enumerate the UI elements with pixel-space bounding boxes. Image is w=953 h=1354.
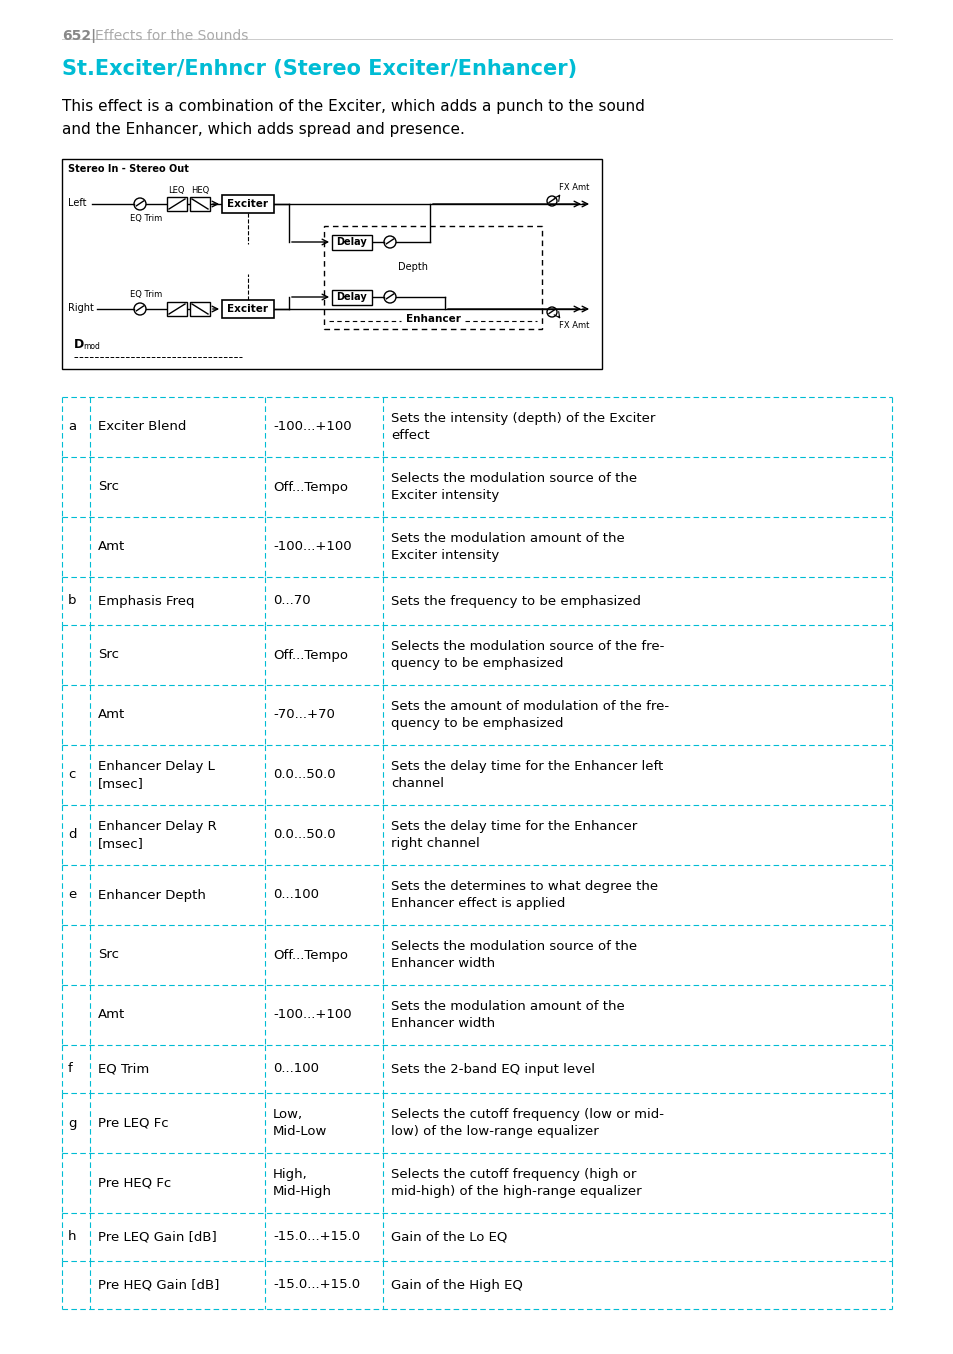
Bar: [222, 301, 274, 318]
Text: Selects the cutoff frequency (high or
mid-high) of the high-range equalizer: Selects the cutoff frequency (high or mi…: [391, 1169, 641, 1198]
Text: Effects for the Sounds: Effects for the Sounds: [95, 28, 248, 43]
Text: EQ Trim: EQ Trim: [98, 1063, 149, 1075]
Text: D: D: [74, 338, 84, 351]
Text: Right: Right: [68, 303, 93, 313]
Text: High,
Mid-High: High, Mid-High: [273, 1169, 332, 1198]
Text: Pre HEQ Gain [dB]: Pre HEQ Gain [dB]: [98, 1278, 219, 1292]
Text: b: b: [68, 594, 76, 608]
Text: Gain of the Lo EQ: Gain of the Lo EQ: [391, 1231, 507, 1243]
Text: Src: Src: [98, 481, 119, 493]
Text: 0...70: 0...70: [273, 594, 311, 608]
Text: Src: Src: [98, 949, 119, 961]
Text: 0.0...50.0: 0.0...50.0: [273, 769, 335, 781]
Text: Sets the modulation amount of the
Exciter intensity: Sets the modulation amount of the Excite…: [391, 532, 624, 562]
Text: -100...+100: -100...+100: [273, 540, 352, 554]
Text: Off...Tempo: Off...Tempo: [273, 481, 348, 493]
Text: f: f: [68, 1063, 72, 1075]
Bar: [62, 158, 601, 370]
Text: Enhancer Delay L
[msec]: Enhancer Delay L [msec]: [98, 760, 214, 789]
Text: d: d: [68, 829, 76, 841]
Text: Exciter: Exciter: [227, 199, 268, 209]
Text: FX Amt: FX Amt: [558, 321, 589, 330]
Text: Pre HEQ Fc: Pre HEQ Fc: [98, 1177, 172, 1190]
Text: Selects the modulation source of the
Enhancer width: Selects the modulation source of the Enh…: [391, 940, 637, 969]
Text: c: c: [68, 769, 75, 781]
Text: Src: Src: [98, 649, 119, 662]
Text: Exciter Blend: Exciter Blend: [98, 421, 186, 433]
Text: Exciter: Exciter: [227, 305, 268, 314]
Bar: [332, 234, 372, 249]
Text: Sets the delay time for the Enhancer left
channel: Sets the delay time for the Enhancer lef…: [391, 760, 662, 789]
Bar: [222, 195, 274, 213]
Text: Amt: Amt: [98, 1009, 125, 1021]
Text: Selects the cutoff frequency (low or mid-
low) of the low-range equalizer: Selects the cutoff frequency (low or mid…: [391, 1108, 663, 1137]
Text: Depth: Depth: [397, 263, 428, 272]
Text: e: e: [68, 888, 76, 902]
Text: St.Exciter/Enhncr (Stereo Exciter/Enhancer): St.Exciter/Enhncr (Stereo Exciter/Enhanc…: [62, 60, 577, 79]
Text: -70...+70: -70...+70: [273, 708, 335, 722]
Text: 0...100: 0...100: [273, 1063, 318, 1075]
Text: LEQ: LEQ: [168, 185, 184, 195]
Text: 0.0...50.0: 0.0...50.0: [273, 829, 335, 841]
Text: -15.0...+15.0: -15.0...+15.0: [273, 1278, 359, 1292]
Text: EQ Trim: EQ Trim: [130, 214, 162, 223]
Text: Sets the intensity (depth) of the Exciter
effect: Sets the intensity (depth) of the Excite…: [391, 412, 655, 441]
Text: Low,
Mid-Low: Low, Mid-Low: [273, 1108, 327, 1137]
Text: This effect is a combination of the Exciter, which adds a punch to the sound
and: This effect is a combination of the Exci…: [62, 99, 644, 137]
Bar: [190, 196, 210, 211]
Text: Enhancer Delay R
[msec]: Enhancer Delay R [msec]: [98, 821, 216, 850]
Text: Amt: Amt: [98, 540, 125, 554]
Text: Stereo In - Stereo Out: Stereo In - Stereo Out: [68, 164, 189, 175]
Text: Emphasis Freq: Emphasis Freq: [98, 594, 194, 608]
Text: Sets the delay time for the Enhancer
right channel: Sets the delay time for the Enhancer rig…: [391, 821, 637, 850]
Text: a: a: [68, 421, 76, 433]
Text: Pre LEQ Fc: Pre LEQ Fc: [98, 1117, 169, 1129]
Bar: [167, 302, 187, 315]
Bar: [332, 290, 372, 305]
Text: h: h: [68, 1231, 76, 1243]
Text: mod: mod: [83, 343, 100, 351]
Bar: [167, 196, 187, 211]
Text: Sets the 2-band EQ input level: Sets the 2-band EQ input level: [391, 1063, 595, 1075]
Text: Gain of the High EQ: Gain of the High EQ: [391, 1278, 522, 1292]
Text: Off...Tempo: Off...Tempo: [273, 649, 348, 662]
Text: Left: Left: [68, 198, 87, 209]
Text: -100...+100: -100...+100: [273, 421, 352, 433]
Text: Sets the frequency to be emphasized: Sets the frequency to be emphasized: [391, 594, 640, 608]
Text: 652|: 652|: [62, 28, 96, 43]
Text: 0...100: 0...100: [273, 888, 318, 902]
Text: Sets the amount of modulation of the fre-
quency to be emphasized: Sets the amount of modulation of the fre…: [391, 700, 668, 730]
Text: Enhancer: Enhancer: [405, 314, 460, 324]
Text: Pre LEQ Gain [dB]: Pre LEQ Gain [dB]: [98, 1231, 216, 1243]
Text: Off...Tempo: Off...Tempo: [273, 949, 348, 961]
Text: Sets the determines to what degree the
Enhancer effect is applied: Sets the determines to what degree the E…: [391, 880, 658, 910]
Text: HEQ: HEQ: [191, 185, 209, 195]
Text: Amt: Amt: [98, 708, 125, 722]
Text: Delay: Delay: [336, 237, 367, 246]
Text: Delay: Delay: [336, 292, 367, 302]
Text: EQ Trim: EQ Trim: [130, 290, 162, 299]
Bar: [190, 302, 210, 315]
Text: FX Amt: FX Amt: [558, 183, 589, 192]
Bar: [324, 226, 541, 329]
Text: Enhancer Depth: Enhancer Depth: [98, 888, 206, 902]
Text: Selects the modulation source of the
Exciter intensity: Selects the modulation source of the Exc…: [391, 473, 637, 502]
Text: Sets the modulation amount of the
Enhancer width: Sets the modulation amount of the Enhanc…: [391, 1001, 624, 1030]
Text: Selects the modulation source of the fre-
quency to be emphasized: Selects the modulation source of the fre…: [391, 640, 663, 670]
Text: -100...+100: -100...+100: [273, 1009, 352, 1021]
Text: g: g: [68, 1117, 76, 1129]
Text: -15.0...+15.0: -15.0...+15.0: [273, 1231, 359, 1243]
